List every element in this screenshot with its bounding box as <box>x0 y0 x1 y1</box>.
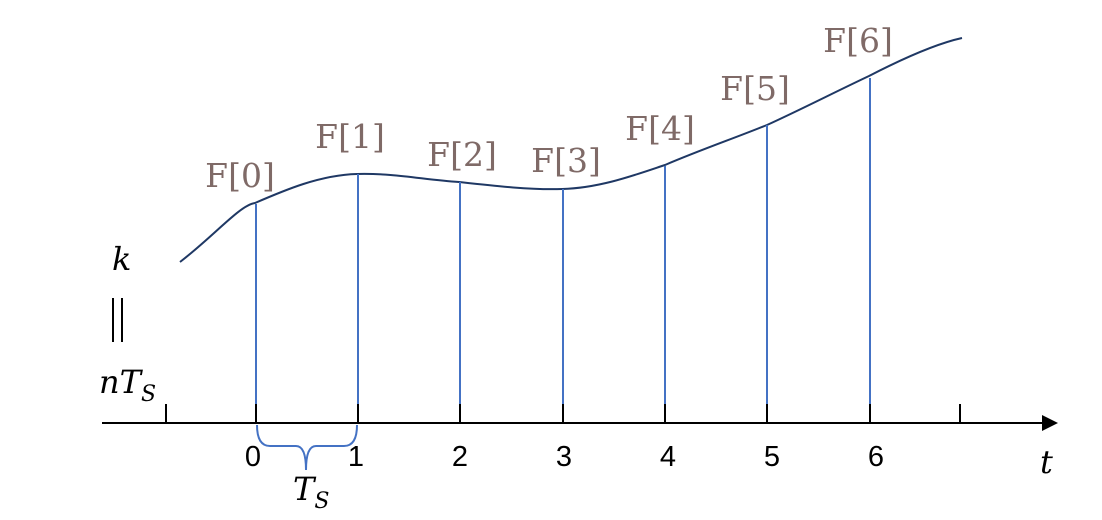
tick-label-4: 4 <box>660 441 676 473</box>
sample-label-1: F[1] <box>315 117 385 156</box>
sample-label-0: F[0] <box>205 156 275 195</box>
period-label-base: T <box>293 470 317 508</box>
sample-label-2: F[2] <box>427 135 497 174</box>
signal-curve <box>179 37 963 263</box>
sample-label-3: F[3] <box>531 141 601 180</box>
sample-label-5: F[5] <box>720 69 790 108</box>
axis-arrowhead <box>1042 415 1058 431</box>
index-label-k: k <box>112 240 131 278</box>
sample-label-6: F[6] <box>823 21 893 60</box>
sample-label-4: F[4] <box>625 109 695 148</box>
period-label-ts: TS <box>293 470 329 514</box>
tick-label-6: 6 <box>868 441 884 473</box>
period-brace <box>256 424 358 471</box>
time-label-sub: S <box>141 382 156 407</box>
time-label-base: nT <box>99 363 144 401</box>
tick-label-0: 0 <box>245 441 261 473</box>
tick-label-3: 3 <box>556 441 572 473</box>
tick-label-1: 1 <box>348 441 364 473</box>
tick-label-5: 5 <box>764 441 780 473</box>
axis-label-t: t <box>1040 443 1053 481</box>
time-label-nts: nTS <box>99 363 156 407</box>
period-label-sub: S <box>314 489 329 514</box>
tick-label-2: 2 <box>452 441 468 473</box>
